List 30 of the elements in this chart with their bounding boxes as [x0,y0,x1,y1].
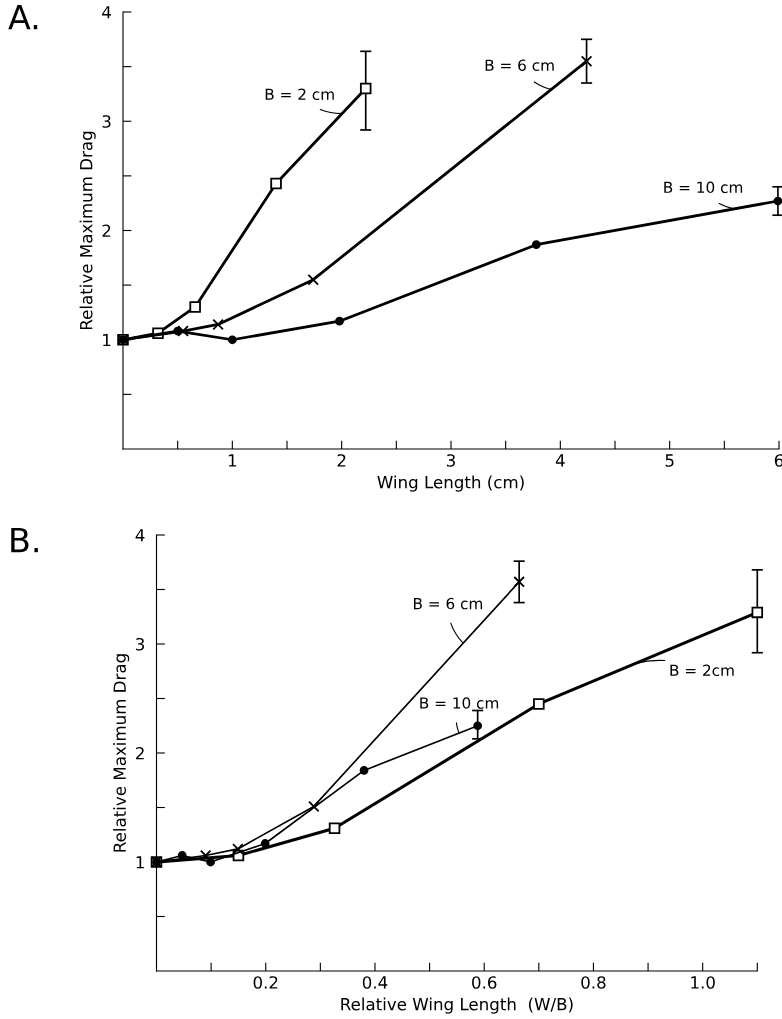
x-tick-label: 2 [337,454,346,467]
y-axis-title: Relative Maximum Drag [79,131,96,330]
x-tick-label: 1 [228,454,237,467]
x-tick-label: 0.2 [253,976,278,989]
y-tick-label: 4 [102,6,111,19]
annotation: B = 10 cm [664,181,743,194]
x-tick-label: 5 [665,454,674,467]
y-tick-label: 2 [136,746,144,760]
y-tick-label: 4 [135,529,145,542]
y-axis-title: Relative Maximum Drag [113,654,130,852]
x-tick-label: 0.6 [472,976,497,989]
y-tick-label: 1 [136,856,144,869]
y-tick-label: 3 [102,115,111,128]
y-tick-label: 2 [102,224,111,237]
y-tick-label: 1 [103,333,111,347]
x-tick-label: 4 [555,454,565,467]
annotation: B = 6 cm [413,597,483,610]
annotation: B = 10 cm [420,697,499,709]
x-axis-title: Wing Length (cm) [377,475,524,492]
annotation: B = 2 cm [265,88,334,101]
x-tick-label: 0.8 [581,976,606,989]
text: A. [8,4,38,30]
annotation: B = 2cm [670,664,734,677]
y-tick-label: 3 [136,637,145,651]
x-tick-label: 0.4 [362,976,388,989]
x-tick-label: 3 [446,454,455,467]
text: B. [11,527,38,553]
x-axis-title: Relative Wing Length (W/B) [341,997,573,1014]
annotation: B = 6 cm [485,59,554,71]
x-tick-label: 1.0 [691,976,715,989]
